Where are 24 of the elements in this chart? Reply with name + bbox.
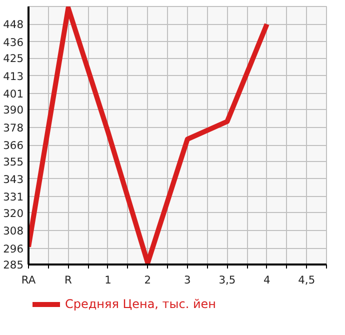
y-tick-label: 436 (3, 36, 24, 49)
y-tick-label: 401 (3, 87, 24, 100)
y-tick-label: 366 (3, 139, 24, 152)
x-tick-label: 1 (104, 274, 112, 286)
y-tick-label: 378 (3, 121, 24, 134)
x-tick-label: 4,5 (298, 274, 316, 286)
y-tick-label: 343 (3, 172, 24, 186)
legend-label: Средняя Цена, тыс. йен (65, 297, 216, 311)
y-tick-label: 390 (3, 104, 24, 117)
x-tick-label: RA (21, 274, 36, 286)
y-tick-label: 296 (3, 242, 24, 256)
x-tick-label: 3 (184, 274, 191, 286)
x-tick-label: R (64, 274, 73, 286)
y-tick-label: 285 (3, 258, 24, 272)
x-tick-label: 2 (144, 274, 152, 286)
x-tick-label: 4 (264, 274, 271, 286)
y-tick-label: 308 (3, 224, 24, 238)
y-tick-label: 413 (3, 70, 24, 83)
y-tick-label: 425 (3, 52, 24, 66)
y-tick-label: 331 (3, 190, 24, 204)
y-tick-label: 448 (3, 18, 24, 32)
y-tick-label: 355 (3, 155, 24, 168)
x-tick-label: 3,5 (218, 274, 236, 286)
y-tick-label: 320 (3, 206, 24, 220)
